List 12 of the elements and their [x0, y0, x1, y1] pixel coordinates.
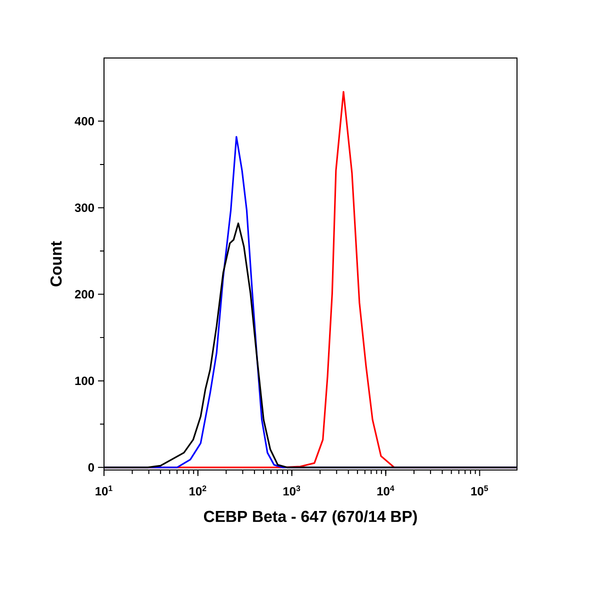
x-tick-label: 10$^{3}$ [283, 486, 300, 496]
x-tick-label: 10$^{2}$ [190, 486, 206, 496]
y-tick-label: 200 [74, 290, 94, 299]
x-tick-label: 10$^{1}$ [96, 486, 112, 496]
y-tick-label: 400 [74, 116, 94, 126]
y-tick-label: 100 [75, 376, 94, 386]
y-tick-label: 300 [74, 203, 94, 212]
x-axis-title: CEBP Beta - 647 (670/14 BP) [204, 510, 417, 526]
y-axis-title: Count [50, 241, 62, 286]
x-tick-label: 10$^{5}$ [471, 486, 488, 496]
y-tick-label: 0 [88, 463, 94, 472]
x-tick-label: 10$^{4}$ [377, 486, 394, 496]
